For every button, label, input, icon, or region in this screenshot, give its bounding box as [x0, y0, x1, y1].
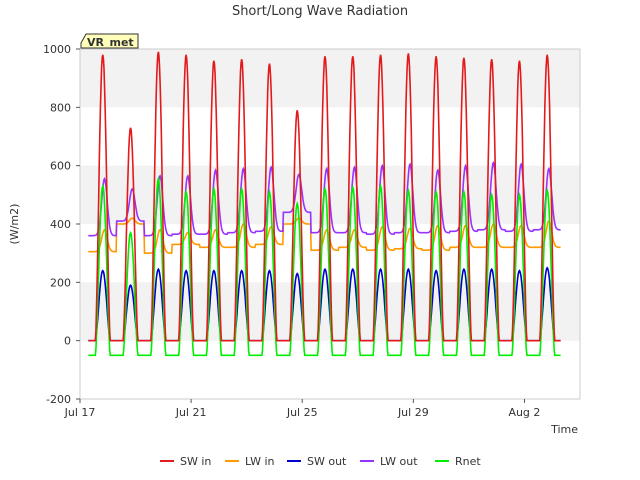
x-axis-label: Time: [550, 423, 578, 436]
x-tick-label: Jul 21: [175, 406, 207, 419]
legend-label: LW in: [245, 455, 275, 468]
legend-label: Rnet: [455, 455, 481, 468]
x-tick-label: Jul 25: [286, 406, 318, 419]
series-line-lw-in: [88, 217, 561, 254]
x-tick-label: Jul 29: [397, 406, 429, 419]
y-tick-label: 1000: [43, 43, 71, 56]
legend-label: SW in: [180, 455, 211, 468]
legend-label: SW out: [307, 455, 347, 468]
series-line-lw-out: [88, 160, 561, 237]
y-tick-label: 600: [50, 160, 71, 173]
y-axis-label: (W/m2): [8, 204, 21, 245]
x-tick-label: Jul 17: [64, 406, 96, 419]
chart-title: Short/Long Wave Radiation: [232, 4, 408, 19]
site-label: VR_met: [87, 36, 134, 49]
y-tick-label: 0: [64, 335, 71, 348]
site-label-box: VR_met: [80, 33, 139, 49]
y-tick-label: 400: [50, 218, 71, 231]
y-tick-label: 200: [50, 276, 71, 289]
series-layer: [88, 51, 561, 357]
legend: SW in LW in SW out LW out Rnet: [160, 455, 481, 468]
y-axis: -200 0 200 400 600 800 1000: [43, 43, 80, 406]
x-axis: Jul 17 Jul 21 Jul 25 Jul 29 Aug 2: [64, 399, 540, 419]
series-line-sw-in: [88, 51, 561, 342]
x-tick-label: Aug 2: [508, 406, 540, 419]
y-tick-label: -200: [46, 393, 71, 406]
legend-label: LW out: [380, 455, 418, 468]
y-tick-label: 800: [50, 101, 71, 114]
series-line-rnet: [88, 175, 561, 357]
grid-band: [80, 49, 580, 108]
